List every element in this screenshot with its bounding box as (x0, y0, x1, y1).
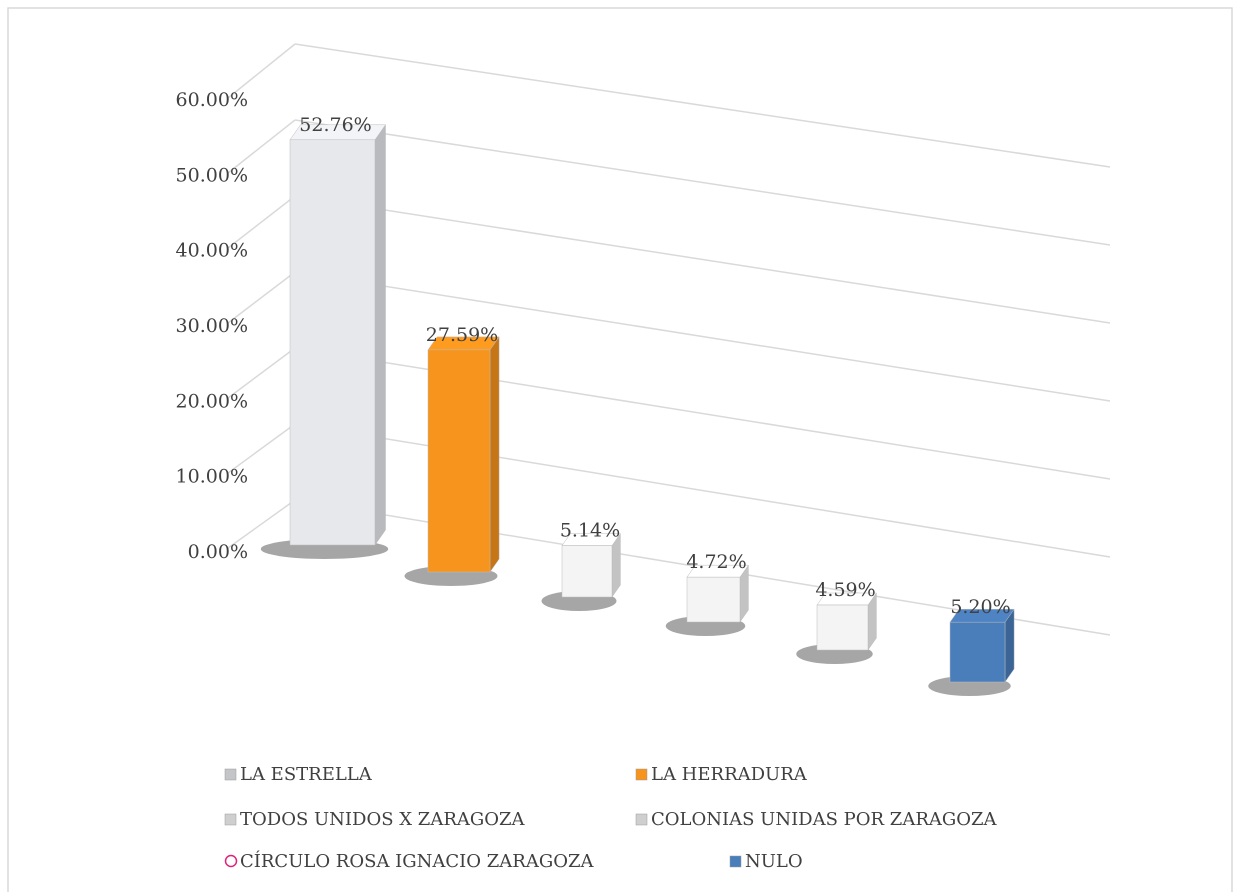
data-label: 4.59% (815, 579, 875, 601)
data-label: 4.72% (686, 551, 746, 573)
side-grid-line (227, 119, 296, 174)
data-label: 27.59% (426, 324, 498, 346)
grid-line (294, 195, 1111, 324)
grid-line (294, 271, 1111, 402)
legend-swatch (224, 854, 238, 868)
legend-label: TODOS UNIDOS X ZARAGOZA (240, 809, 526, 830)
side-grid-line (227, 499, 296, 549)
side-grid-line (227, 271, 296, 324)
legend-swatch (224, 768, 237, 781)
chart-border (7, 7, 1233, 896)
bar (686, 576, 741, 623)
y-tick-label: 30.00% (176, 315, 248, 337)
bar (949, 621, 1006, 683)
legend-swatch (635, 813, 648, 826)
data-label: 52.76% (299, 114, 371, 136)
bar (289, 139, 376, 546)
grid-line (294, 119, 1111, 246)
legend-swatch (635, 768, 648, 781)
legend-swatch (729, 855, 742, 868)
y-tick-label: 60.00% (176, 89, 248, 111)
legend-swatch (224, 813, 237, 826)
legend-label: COLONIAS UNIDAS POR ZARAGOZA (651, 809, 998, 830)
grid-line (294, 43, 1111, 168)
legend-label: LA HERRADURA (651, 764, 808, 785)
y-tick-label: 0.00% (188, 541, 248, 563)
bar (427, 349, 491, 573)
side-grid-line (227, 195, 296, 249)
bar-side (374, 124, 386, 546)
y-tick-label: 50.00% (176, 164, 248, 186)
data-label: 5.20% (950, 596, 1010, 618)
y-tick-label: 10.00% (176, 466, 248, 488)
bar (816, 604, 869, 651)
legend-label: NULO (745, 851, 803, 872)
legend-label: LA ESTRELLA (240, 764, 373, 785)
y-tick-label: 20.00% (176, 390, 248, 412)
side-grid-line (227, 423, 296, 474)
side-grid-line (227, 43, 296, 99)
bar (561, 545, 613, 598)
side-grid-line (227, 347, 296, 399)
legend-label: CÍRCULO ROSA IGNACIO ZARAGOZA (240, 849, 594, 872)
bar-side (489, 336, 500, 573)
y-tick-label: 40.00% (176, 240, 248, 262)
data-label: 5.14% (560, 520, 620, 542)
